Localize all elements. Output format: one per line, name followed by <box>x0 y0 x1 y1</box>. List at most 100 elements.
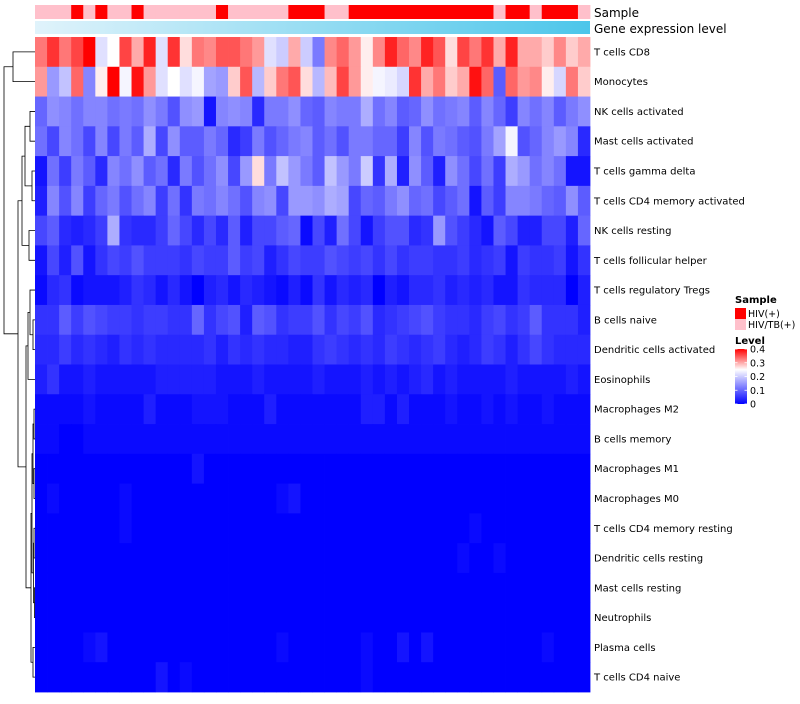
heatmap-cell <box>433 543 446 574</box>
heatmap-cell <box>505 96 519 127</box>
heatmap-cell <box>493 156 506 187</box>
heatmap-cell <box>457 96 470 127</box>
heatmap-cell <box>107 334 120 365</box>
heatmap-cell <box>35 156 48 187</box>
sample-annotation-cell <box>409 5 422 19</box>
heatmap-cell <box>215 304 229 336</box>
heatmap-cell <box>469 394 482 425</box>
heatmap-cell <box>252 96 265 127</box>
heatmap-cell <box>47 37 60 68</box>
heatmap-cell <box>553 126 567 157</box>
heatmap-cell <box>47 483 60 514</box>
heatmap-cell <box>577 632 591 663</box>
heatmap-cell <box>71 394 84 425</box>
heatmap-cell <box>179 275 193 306</box>
heatmap-cell <box>372 304 386 336</box>
heatmap-cell <box>481 543 494 574</box>
heatmap-cell <box>541 215 555 246</box>
heatmap-cell <box>384 275 398 306</box>
heatmap-cell <box>119 602 132 633</box>
heatmap-cell <box>372 126 386 157</box>
heatmap-cell <box>577 602 591 633</box>
heatmap-cell <box>47 245 60 276</box>
heatmap-cell <box>529 275 543 306</box>
heatmap-cell <box>107 424 120 455</box>
heatmap-cell <box>324 364 338 395</box>
heatmap-cell <box>203 424 217 455</box>
heatmap-cell <box>252 304 265 336</box>
heatmap-cell <box>107 364 120 395</box>
heatmap-cell <box>372 66 386 97</box>
heatmap-cell <box>469 66 482 97</box>
heatmap-cell <box>517 572 531 604</box>
heatmap-cell <box>324 66 338 97</box>
heatmap-cell <box>493 453 506 484</box>
heatmap-cell <box>155 304 169 336</box>
heatmap-cell <box>421 304 434 336</box>
sample-annotation-cell <box>71 5 84 19</box>
heatmap-cell <box>300 602 313 633</box>
dendrogram-branch <box>32 319 35 351</box>
heatmap-cell <box>324 126 338 157</box>
heatmap-cell <box>577 394 591 425</box>
heatmap-cell <box>191 513 205 544</box>
heatmap-cell <box>300 364 313 395</box>
heatmap-cell <box>396 394 410 425</box>
heatmap-cell <box>167 543 181 574</box>
heatmap-cell <box>107 245 120 276</box>
heatmap-cell <box>529 453 543 484</box>
legend-tick-label: 0.4 <box>750 345 765 356</box>
heatmap-cell <box>505 185 519 217</box>
heatmap-cell <box>409 275 422 306</box>
heatmap-cell <box>83 662 96 693</box>
heatmap-cell <box>35 275 48 306</box>
heatmap-cell <box>312 275 325 306</box>
heatmap-cell <box>336 364 350 395</box>
heatmap-cell <box>433 66 446 97</box>
heatmap-cell <box>360 96 374 127</box>
heatmap-cell <box>553 37 567 68</box>
heatmap-cell <box>433 275 446 306</box>
heatmap-cell <box>215 662 229 693</box>
heatmap-cell <box>252 602 265 633</box>
heatmap-cell <box>396 334 410 365</box>
heatmap-cell <box>228 96 241 127</box>
heatmap-cell <box>179 513 193 544</box>
heatmap-cell <box>203 572 217 604</box>
dendrogram-branch <box>31 170 35 202</box>
heatmap-cell <box>529 304 543 336</box>
heatmap-cell <box>35 126 48 157</box>
heatmap-cell <box>457 513 470 544</box>
heatmap-cell <box>529 185 543 217</box>
heatmap-cell <box>215 185 229 217</box>
heatmap-cell <box>372 543 386 574</box>
heatmap-cell <box>421 513 434 544</box>
heatmap-cell <box>264 156 277 187</box>
heatmap-cell <box>155 334 169 365</box>
heatmap-cell <box>481 215 494 246</box>
heatmap-cell <box>372 37 386 68</box>
legend-tick-label: 0 <box>750 400 756 411</box>
heatmap-cell <box>372 394 386 425</box>
heatmap-cell <box>565 483 579 514</box>
heatmap-cell <box>553 275 567 306</box>
heatmap-cell <box>481 453 494 484</box>
heatmap-cell <box>300 126 313 157</box>
heatmap-cell <box>433 334 446 365</box>
heatmap-cell <box>324 185 338 217</box>
heatmap-cell <box>541 245 555 276</box>
heatmap-cell <box>240 304 253 336</box>
heatmap-cell <box>505 394 519 425</box>
heatmap-cell <box>179 334 193 365</box>
heatmap-cell <box>505 245 519 276</box>
heatmap-cell <box>107 602 120 633</box>
heatmap-cell <box>553 513 567 544</box>
heatmap-cell <box>191 96 205 127</box>
heatmap-cell <box>565 364 579 395</box>
heatmap-cell <box>421 394 434 425</box>
heatmap-cell <box>155 245 169 276</box>
heatmap-cell <box>396 632 410 663</box>
heatmap-cell <box>83 543 96 574</box>
heatmap-cell <box>191 126 205 157</box>
heatmap-cell <box>228 304 241 336</box>
